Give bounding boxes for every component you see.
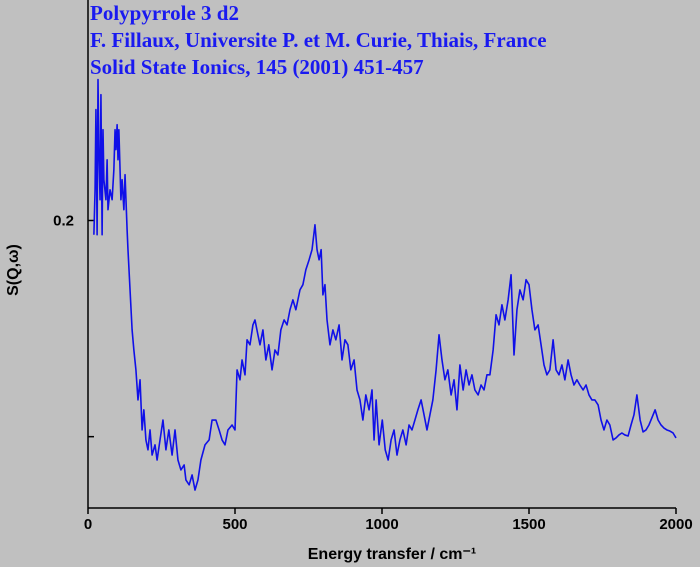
x-tick-label: 2000	[659, 516, 692, 533]
y-axis-label: S(Q,ω)	[5, 244, 22, 296]
y-tick-label: 0.2	[53, 212, 74, 229]
subtitle: Solid State Ionics, 145 (2001) 451-457	[90, 55, 424, 79]
x-tick-label: 0	[84, 516, 92, 533]
x-tick-label: 1000	[365, 516, 398, 533]
x-tick-label: 500	[222, 516, 247, 533]
subtitle: F. Fillaux, Universite P. et M. Curie, T…	[90, 28, 547, 52]
x-axis-label: Energy transfer / cm⁻¹	[308, 546, 477, 563]
chart-title: Polypyrrole 3 d2	[90, 1, 239, 25]
data-line	[93, 78, 677, 491]
x-tick-label: 1500	[512, 516, 545, 533]
